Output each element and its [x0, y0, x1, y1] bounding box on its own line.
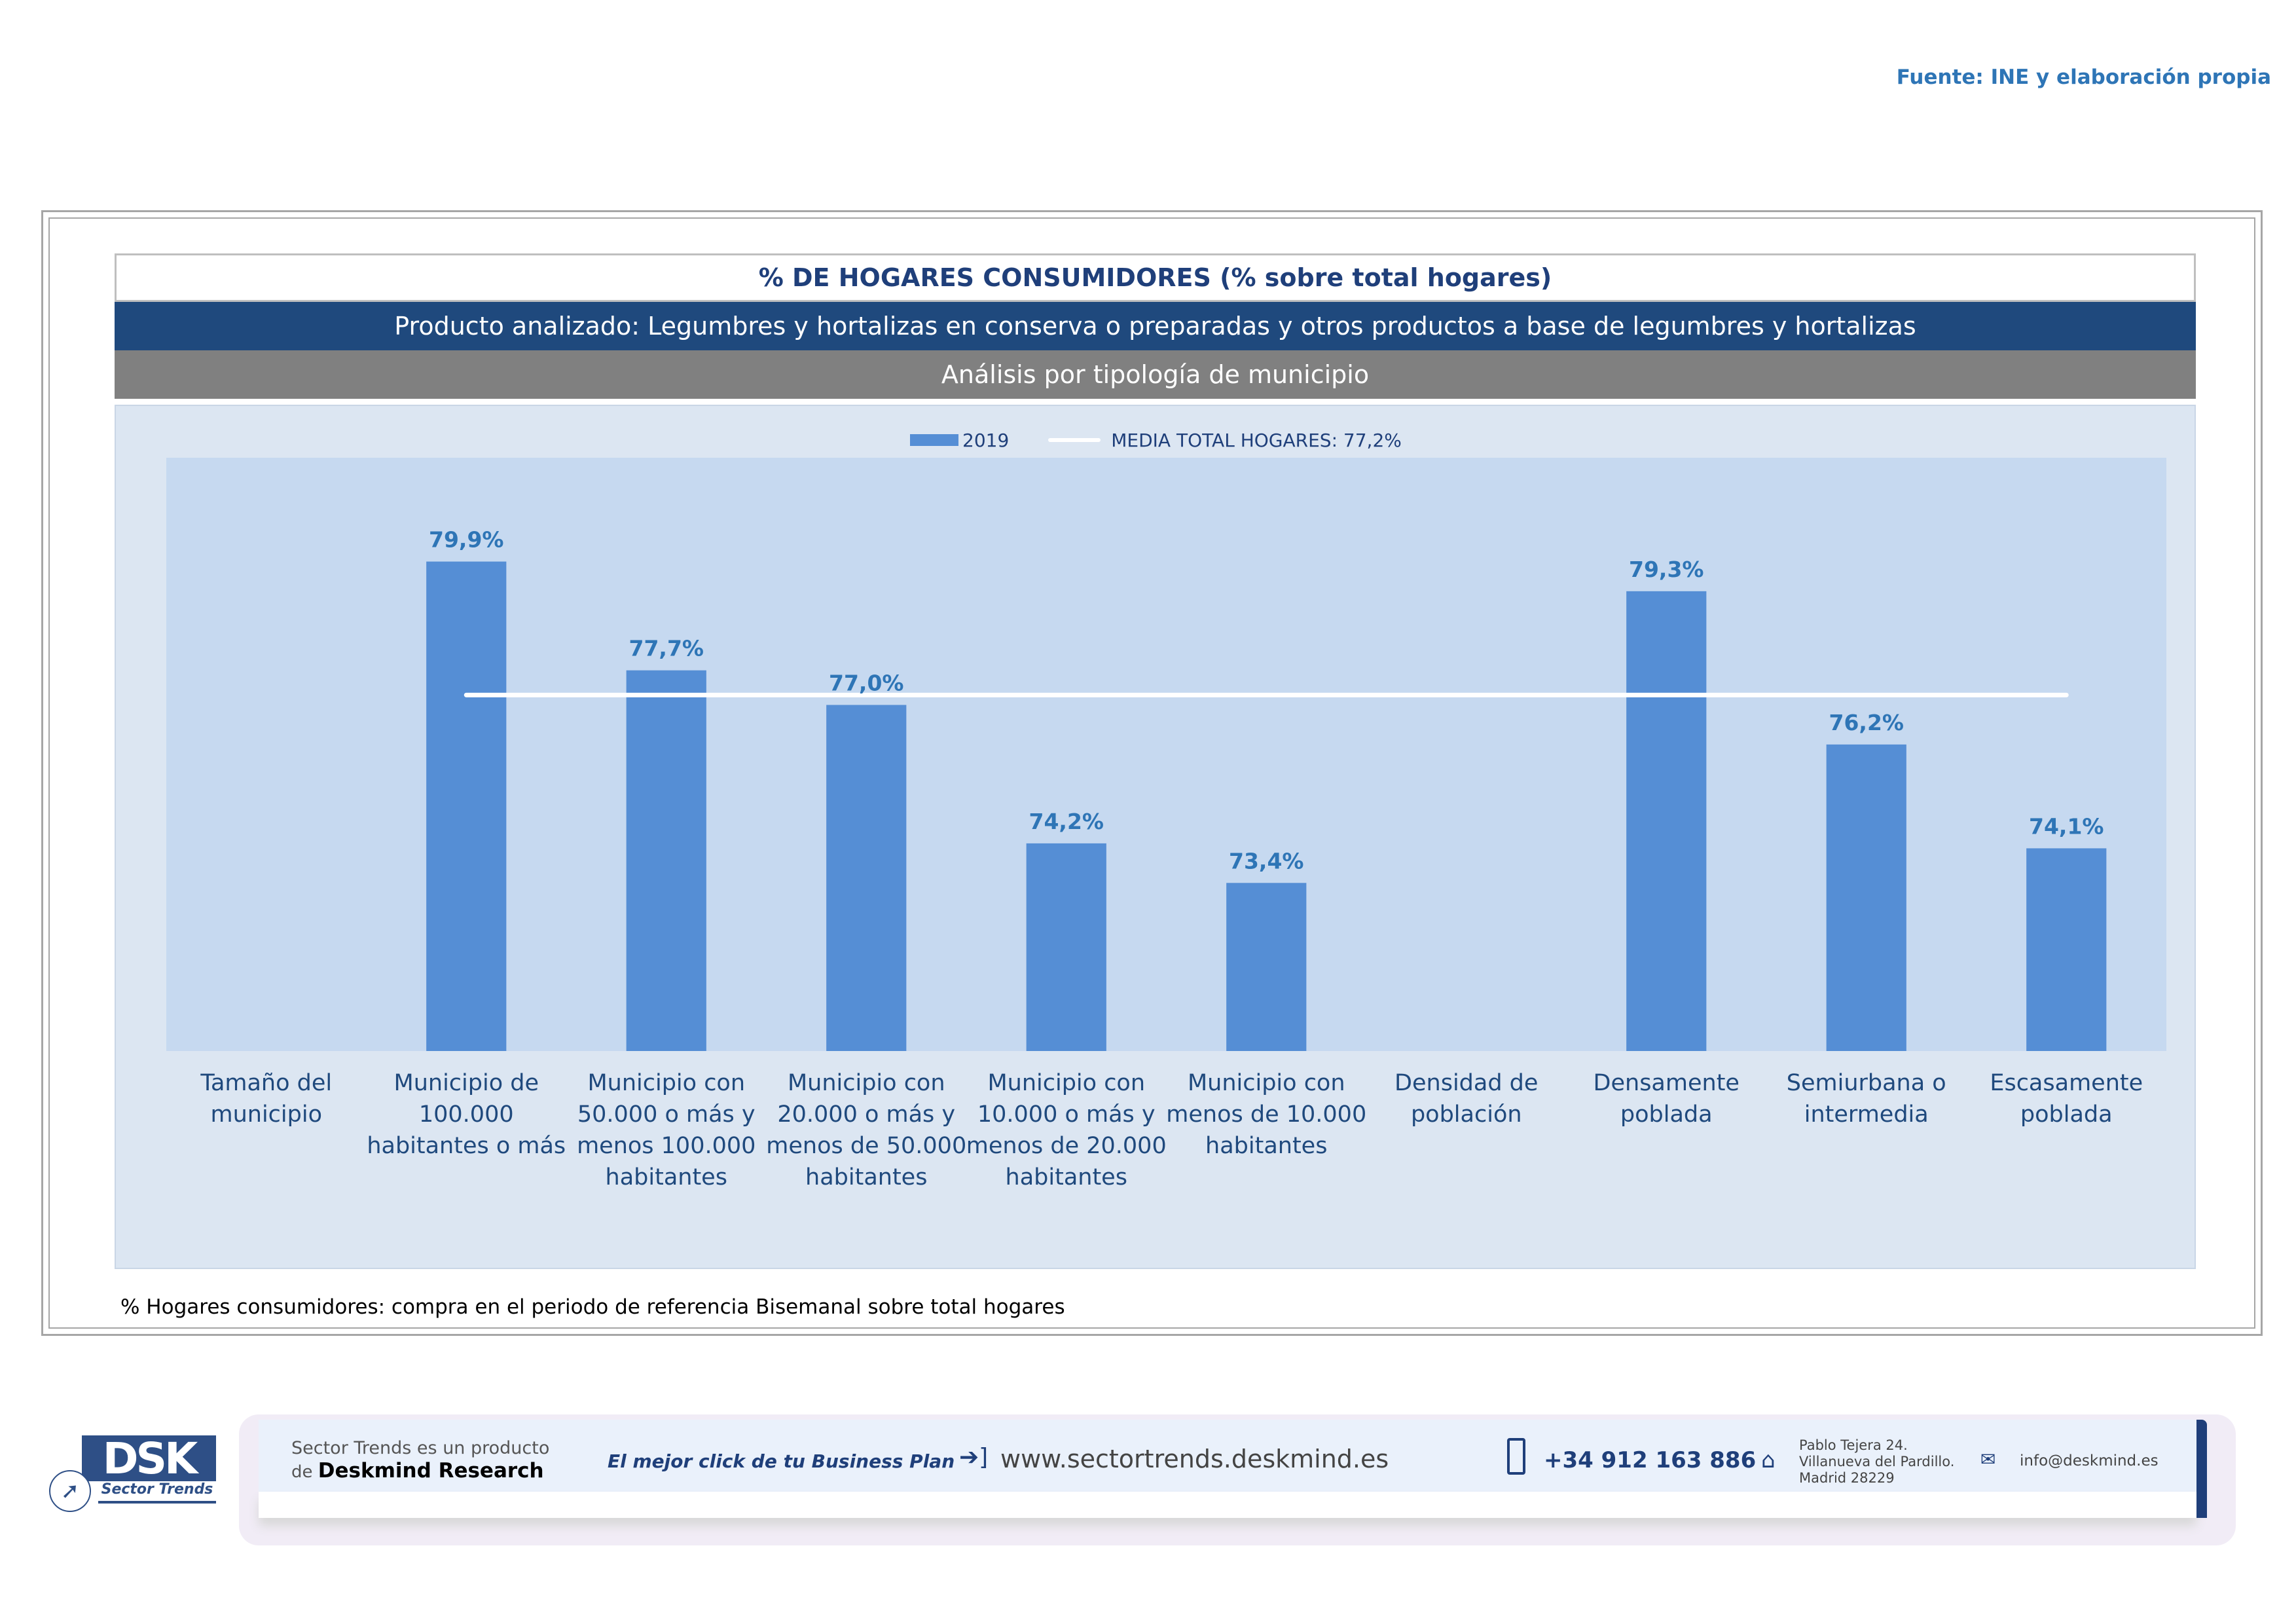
- footer-phone[interactable]: +34 912 163 886: [1544, 1447, 1757, 1473]
- data-label-9: 74,1%: [2029, 813, 2104, 839]
- bar-7: [1626, 591, 1707, 1051]
- analysis-band: Análisis por tipología de municipio: [115, 350, 2196, 399]
- legend-label-2019: 2019: [962, 429, 1010, 451]
- legend-swatch-2019: [910, 434, 958, 446]
- bar-5: [1226, 883, 1307, 1051]
- data-label-1: 79,9%: [429, 527, 504, 553]
- data-label-5: 73,4%: [1229, 848, 1304, 874]
- footer-website-link[interactable]: www.sectortrends.deskmind.es: [1000, 1445, 1389, 1473]
- footer-accent-bar: [2196, 1420, 2207, 1518]
- address-line: Pablo Tejera 24.: [1799, 1437, 1908, 1453]
- category-label-8: Semiurbana o intermedia: [1786, 1070, 1946, 1128]
- dsk-logo: DSK: [82, 1433, 216, 1484]
- product-band: Producto analizado: Legumbres y hortaliz…: [115, 302, 2196, 350]
- category-label-4: Municipio con 10.000 o más y menos de 20…: [966, 1070, 1167, 1190]
- website-icon: ➔]: [959, 1444, 989, 1471]
- bar-3: [826, 705, 907, 1051]
- category-label-0: Tamaño del municipio: [200, 1070, 333, 1128]
- legend: 2019 MEDIA TOTAL HOGARES: 77,2%: [910, 426, 1402, 454]
- legend-label-media: MEDIA TOTAL HOGARES: 77,2%: [1111, 429, 1402, 451]
- legend-swatch-media: [1048, 438, 1101, 442]
- footer-brand-line: de Deskmind Research: [291, 1459, 544, 1483]
- plot-area: 79,9% 77,7% 77,0% 74,2% 73,4% 79,3% 76,2% 74,1%: [166, 458, 2166, 1051]
- chart-title: % DE HOGARES CONSUMIDORES (% sobre total…: [115, 253, 2196, 302]
- data-label-8: 76,2%: [1829, 710, 1904, 735]
- address-line: Villanueva del Pardillo.: [1799, 1454, 1955, 1469]
- logo-subtitle: Sector Trends: [98, 1481, 216, 1504]
- source-note: Fuente: INE y elaboración propia: [1896, 65, 2271, 89]
- bar-chart: 79,9% 77,7% 77,0% 74,2% 73,4% 79,3% 76,2% 74,1%: [426, 527, 2107, 1051]
- home-icon: ⌂: [1761, 1447, 1776, 1473]
- footnote: % Hogares consumidores: compra en el per…: [120, 1295, 1065, 1319]
- data-label-7: 79,3%: [1629, 557, 1704, 582]
- footer-brand: Deskmind Research: [318, 1459, 544, 1483]
- bar-2: [626, 670, 706, 1051]
- chart-frame-inner: [48, 217, 2255, 1329]
- bar-4: [1026, 843, 1106, 1051]
- footer-slogan: El mejor click de tu Business Plan: [608, 1450, 955, 1472]
- category-label-5: Municipio con menos de 10.000 habitantes: [1166, 1070, 1367, 1159]
- data-label-4: 74,2%: [1029, 809, 1104, 834]
- footer-address: Pablo Tejera 24. Villanueva del Pardillo…: [1799, 1437, 1954, 1486]
- footer-white-strip: [259, 1492, 2196, 1518]
- category-label-3: Municipio con 20.000 o más y menos de 50…: [766, 1070, 967, 1190]
- category-label-7: Densamente poblada: [1593, 1070, 1740, 1128]
- bar-1: [426, 561, 507, 1051]
- footer-product-line: Sector Trends es un producto: [291, 1438, 550, 1458]
- bar-8: [1826, 744, 1906, 1051]
- category-label-2: Municipio con 50.000 o más y menos 100.0…: [577, 1070, 756, 1190]
- data-label-2: 77,7%: [629, 636, 704, 661]
- chart-frame: [41, 210, 2263, 1336]
- address-line: Madrid 28229: [1799, 1470, 1895, 1486]
- data-label-3: 77,0%: [829, 671, 904, 696]
- category-label-6: Densidad de población: [1394, 1070, 1539, 1128]
- category-label-9: Escasamente poblada: [1990, 1070, 2143, 1128]
- category-label-1: Municipio de 100.000 habitantes o más: [367, 1070, 566, 1159]
- bar-9: [2026, 848, 2107, 1051]
- footer-band: [259, 1420, 2196, 1492]
- footer-brand-prefix: de: [291, 1462, 318, 1482]
- rocket-icon: ➚: [49, 1470, 91, 1512]
- email-icon: ✉: [1980, 1449, 1996, 1470]
- footer-email-link[interactable]: info@deskmind.es: [2020, 1452, 2159, 1469]
- phone-icon: [1507, 1438, 1525, 1475]
